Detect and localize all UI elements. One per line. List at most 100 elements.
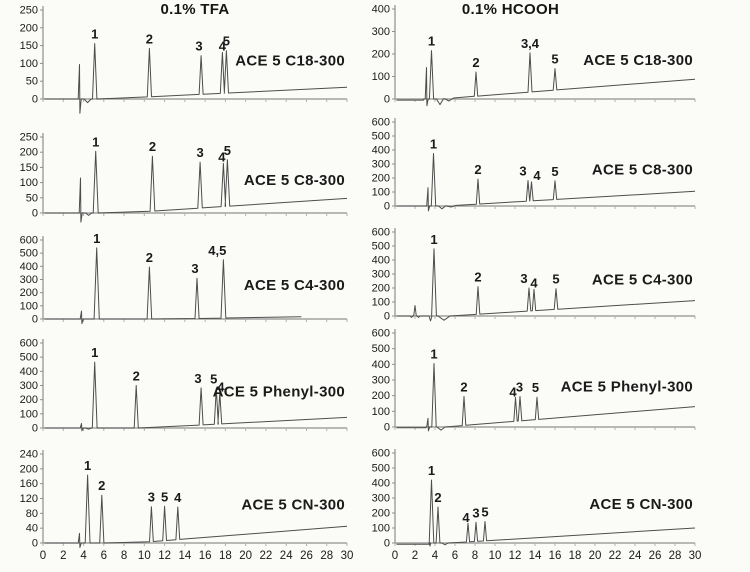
x-tick-label: 12 [509,550,522,562]
peak-label: 1 [430,232,437,247]
y-tick-label: 500 [372,343,390,355]
y-tick-label: 400 [372,359,390,371]
x-tick-label: 14 [529,550,542,562]
y-tick-label: 0 [384,201,390,213]
x-tick-label: 0 [392,550,398,562]
peak-label: 2 [149,139,156,154]
y-tick-label: 400 [372,255,390,267]
x-tick-label: 24 [629,550,642,562]
chromatogram-trace [44,247,302,325]
y-tick-label: 600 [372,328,390,340]
x-tick-label: 22 [260,550,273,562]
y-tick-label: 500 [20,352,38,364]
peak-label: 4 [533,168,541,183]
x-tick-label: 10 [489,550,502,562]
chromatogram-trace [44,474,348,548]
peak-label: 5 [161,489,168,504]
x-tick-label: 18 [569,550,582,562]
x-tick-label: 18 [219,550,232,562]
x-tick-label: 26 [649,550,662,562]
peak-label: 5 [551,52,558,67]
chromatogram-trace [396,50,696,107]
x-tick-label: 26 [300,550,313,562]
phase-label: ACE 5 C18-300 [583,52,693,69]
y-tick-label: 300 [20,274,38,286]
x-tick-label: 12 [158,550,171,562]
y-tick-label: 200 [20,147,38,159]
peak-label: 1 [428,463,435,478]
tfa-column-title: 0.1% TFA [160,1,230,18]
peak-label: 3 [191,261,198,276]
x-tick-label: 6 [101,550,107,562]
peak-label: 1 [430,137,437,152]
peak-label: 2 [460,379,467,394]
peak-label: 3 [194,371,201,386]
y-tick-label: 300 [372,493,390,505]
chromatogram-trace [396,248,696,322]
y-tick-label: 160 [20,478,38,490]
y-tick-label: 200 [20,287,38,299]
x-tick-label: 6 [452,550,458,562]
y-tick-label: 100 [372,523,390,535]
peak-label: 5 [223,34,230,49]
x-tick-label: 8 [472,550,478,562]
peak-label: 5 [552,272,559,287]
y-tick-label: 100 [20,177,38,189]
y-tick-label: 0 [384,94,390,106]
y-tick-label: 200 [372,173,390,185]
x-tick-label: 20 [239,550,252,562]
y-tick-label: 0 [384,422,390,434]
y-tick-label: 150 [20,162,38,174]
chromatogram-trace [44,150,348,223]
peak-label: 3 [520,271,527,286]
peak-label: 4,5 [208,243,226,258]
peak-label: 1 [91,26,98,41]
panel-hcooh-c4: 0 100 200 300 400 500 600 1 2 3 4 5 ACE 5 C4-300 [372,227,696,323]
y-tick-label: 240 [20,449,38,461]
y-tick-label: 200 [20,394,38,406]
x-tick-label: 24 [280,550,293,562]
y-tick-label: 600 [20,235,38,247]
peak-label: 5 [532,380,539,395]
y-tick-label: 0 [32,314,38,326]
peak-label: 5 [224,143,231,158]
panel-tfa-c18: 0 50 100 150 200 250 1 2 3 45 ACE 5 C18-300 [20,5,348,114]
y-tick-label: 600 [372,227,390,239]
y-tick-label: 250 [20,132,38,144]
phase-label: ACE 5 C8-300 [244,172,345,189]
y-tick-label: 500 [372,241,390,253]
y-tick-label: 50 [26,76,38,88]
phase-label: ACE 5 Phenyl-300 [561,379,693,396]
chromatogram-trace [44,43,348,114]
phase-label: ACE 5 C18-300 [235,53,345,70]
peak-label: 2 [146,250,153,265]
x-tick-label: 20 [589,550,602,562]
y-tick-label: 600 [372,448,390,460]
chromatogram-trace [396,363,696,432]
peak-label: 2 [474,270,481,285]
y-tick-label: 300 [372,269,390,281]
phase-label: ACE 5 C4-300 [592,272,693,289]
y-tick-label: 200 [20,463,38,475]
peak-label: 3 [472,505,479,520]
y-tick-label: 100 [372,406,390,418]
y-tick-label: 500 [20,248,38,260]
panel-tfa-cn: 0 2 4 6 8 10 12 14 16 18 20 22 24 26 28 300408012016020… [20,449,354,563]
peak-label: 2 [146,31,153,46]
x-tick-label: 30 [689,550,702,562]
peak-label: 4 [530,275,538,290]
peak-label: 4 [174,490,182,505]
x-tick-label: 28 [669,550,682,562]
hcooh-column-title: 0.1% HCOOH [461,1,560,18]
y-tick-label: 0 [32,423,38,435]
y-tick-label: 300 [372,26,390,38]
panel-hcooh-phenyl: 0 100 200 300 400 500 600 1 2 4 3 5 ACE 5 Phenyl-300 [372,328,696,434]
y-tick-label: 80 [26,508,38,520]
y-tick-label: 600 [20,338,38,350]
y-tick-label: 400 [372,145,390,157]
x-tick-label: 28 [320,550,333,562]
y-tick-label: 0 [32,208,38,220]
x-tick-label: 30 [341,550,354,562]
